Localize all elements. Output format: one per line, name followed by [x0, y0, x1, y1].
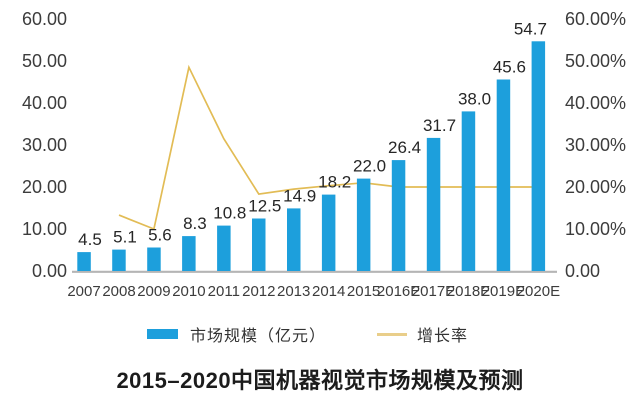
- left-axis-tick-label: 60.00: [22, 9, 67, 29]
- x-axis-label-2012: 2012: [242, 283, 275, 300]
- bar-2011: [217, 225, 231, 271]
- bar-2015: [356, 178, 371, 271]
- bar-2007: [77, 252, 91, 271]
- chart-title: 2015–2020中国机器视觉市场规模及预测: [116, 368, 524, 393]
- bar-2019E: [496, 79, 511, 271]
- legend-item-market-size: 市场规模（亿元）: [147, 323, 326, 345]
- left-axis-tick-label: 30.00: [22, 135, 67, 155]
- bar-value-label: 14.9: [283, 186, 316, 205]
- bar-series-swatch-icon: [147, 329, 178, 339]
- bar-value-label: 26.4: [388, 138, 421, 157]
- bar-value-label: 4.5: [78, 230, 102, 249]
- legend-item-growth-rate: 增长率: [377, 323, 468, 345]
- bar-2010: [182, 236, 196, 271]
- bar-value-label: 54.7: [514, 19, 547, 38]
- left-axis-tick-label: 20.00: [22, 177, 67, 197]
- bar-2008: [112, 249, 126, 271]
- right-axis-tick-label: 40.00%: [565, 93, 626, 113]
- bar-value-label: 18.2: [318, 173, 351, 192]
- legend: 市场规模（亿元） 增长率: [0, 323, 640, 345]
- x-axis-label-2013: 2013: [277, 283, 310, 300]
- legend-label-market-size: 市场规模（亿元）: [190, 328, 327, 345]
- line-series-swatch-icon: [377, 332, 407, 336]
- x-axis-label-2010: 2010: [172, 283, 205, 300]
- bar-value-label: 22.0: [353, 157, 386, 176]
- market-size-combo-chart: 0.00 10.00 20.00 30.00 40.00 50.00 60.00 0.00 10…: [22, 9, 626, 300]
- bar-value-label: 45.6: [493, 58, 526, 77]
- left-axis-tick-label: 40.00: [22, 93, 67, 113]
- bar-2013: [287, 208, 301, 271]
- right-axis-tick-label: 0.00: [565, 261, 600, 281]
- legend-label-growth-rate: 增长率: [417, 328, 469, 345]
- x-axis-label-2014: 2014: [312, 283, 345, 300]
- x-axis-label-2016E: 2016E: [377, 283, 420, 300]
- right-axis-tick-label: 10.00%: [565, 219, 626, 239]
- x-axis-label-2018E: 2018E: [447, 283, 490, 300]
- bar-2009: [147, 247, 161, 271]
- bar-2020E: [531, 41, 546, 271]
- bar-2014: [321, 194, 336, 271]
- bar-value-label: 5.1: [113, 228, 137, 247]
- x-axis-label-2015: 2015: [347, 283, 380, 300]
- x-axis-label-2020E: 2020E: [517, 283, 560, 300]
- right-axis-tick-label: 60.00%: [565, 9, 626, 29]
- bar-value-label: 10.8: [213, 204, 246, 223]
- right-axis-tick-label: 20.00%: [565, 177, 626, 197]
- x-axis-label-2011: 2011: [208, 283, 240, 300]
- x-axis-label-2009: 2009: [137, 283, 170, 300]
- bar-value-label: 8.3: [183, 214, 207, 233]
- x-axis-label-2019E: 2019E: [482, 283, 525, 300]
- bar-2016E: [391, 160, 406, 271]
- bar-value-label: 12.5: [248, 197, 281, 216]
- x-axis-label-2008: 2008: [102, 283, 135, 300]
- x-axis-label-2007: 2007: [67, 283, 100, 300]
- right-axis-tick-label: 50.00%: [565, 51, 626, 71]
- bar-value-label: 31.7: [423, 116, 456, 135]
- bar-2018E: [461, 111, 476, 272]
- bar-value-label: 5.6: [148, 226, 172, 245]
- left-axis-tick-label: 50.00: [22, 51, 67, 71]
- left-axis-tick-label: 10.00: [22, 219, 67, 239]
- bar-2012: [252, 218, 266, 271]
- bar-value-label: 38.0: [458, 89, 491, 108]
- left-axis-tick-label: 0.00: [32, 261, 67, 281]
- bar-2017E: [426, 137, 441, 271]
- x-axis-label-2017E: 2017E: [412, 283, 455, 300]
- right-axis-tick-label: 30.00%: [565, 135, 626, 155]
